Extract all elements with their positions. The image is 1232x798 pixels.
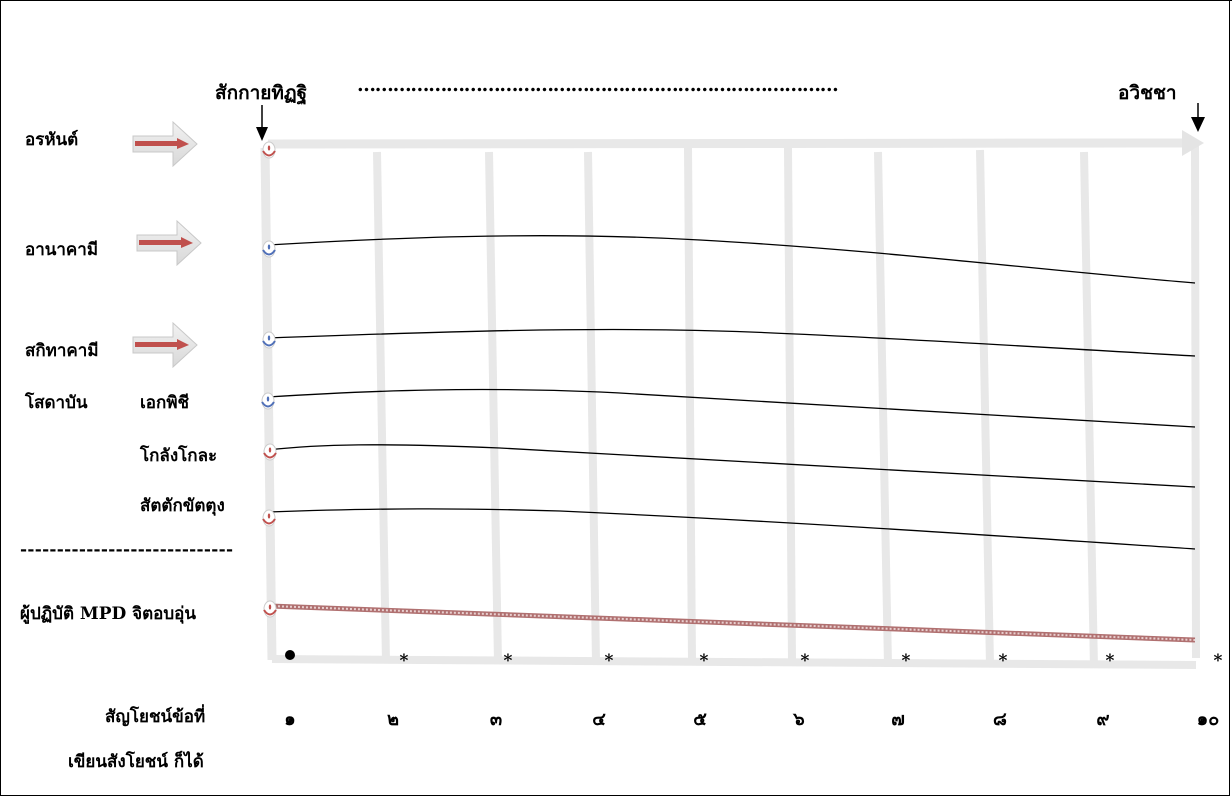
sotapanna-type-ekabiji: เอกพิชี [140, 393, 190, 413]
axis-star-7: * [902, 651, 911, 671]
level-label-sakadagami: สกิทาคามี [25, 341, 99, 361]
sotapanna-type-sattakkhattuparama: สัตตักขัตตุง [140, 496, 225, 516]
level-arrows [132, 120, 202, 369]
axis-ticks: * * * * * * * * * [285, 650, 1223, 671]
separator-line: ----------------------------- [20, 540, 234, 560]
curve-kolankola [267, 444, 1196, 488]
curve-sattakkhattuparama [267, 508, 1196, 550]
level-label-sotapanna: โสดาบัน [25, 393, 88, 413]
level-curves [267, 235, 1196, 643]
marker-ekabiji [261, 392, 275, 410]
axis-star-8: * [999, 651, 1008, 671]
grid-column-10 [1191, 141, 1200, 659]
top-bar-arrow-icon [1182, 130, 1204, 156]
level-arrow-icon-1 [132, 120, 198, 168]
curve-ekabiji [267, 388, 1196, 428]
axis-caption-note: เขียนสังโยชน์ ก็ได้ [68, 752, 204, 772]
start-pointer-icon [256, 127, 268, 141]
axis-star-10: * [1214, 651, 1223, 671]
marker-anagami [262, 240, 276, 258]
axis-star-2: * [400, 651, 409, 671]
axis-star-3: * [504, 651, 513, 671]
curve-anagami [267, 235, 1196, 284]
level-arrow-icon-2 [136, 219, 202, 267]
sotapanna-type-kolankola: โกลังโกละ [140, 446, 218, 466]
marker-practitioner [263, 600, 277, 618]
fetter-number-5: ๕ [693, 709, 707, 730]
level-markers [261, 141, 277, 618]
fetter-number-8: ๘ [993, 709, 1007, 730]
fetter-number-7: ๗ [891, 709, 905, 730]
practitioner-label: ผู้ปฏิบัติ MPD จิตอบอุ่น [20, 604, 197, 624]
grid-column-9 [1080, 151, 1098, 669]
axis-star-9: * [1106, 651, 1115, 671]
fetter-number-9: ๙ [1096, 709, 1110, 730]
axis-bar [271, 655, 1197, 669]
marker-sakadagami [262, 331, 276, 349]
axis-caption: สัญโยชน์ข้อที่ [105, 707, 206, 727]
grid-column-5 [684, 147, 696, 663]
grid-column-8 [976, 149, 994, 666]
grid-lines [260, 130, 1204, 669]
axis-star-5: * [700, 651, 709, 671]
header-dots: ……………………………………………………………………… [357, 74, 839, 96]
pointer-arrows [256, 103, 1205, 141]
fetter-number-6: ๖ [793, 709, 805, 730]
level-arrow-icon-3 [132, 321, 198, 369]
top-border [0, 0, 1232, 1]
practitioner-line [269, 603, 1196, 643]
fetter-number-3: ๓ [489, 709, 503, 730]
grid-column-4 [584, 151, 600, 663]
fetter-number-4: ๔ [592, 709, 606, 730]
fetter-number-10: ๑๐ [1196, 709, 1220, 730]
marker-arahant [262, 141, 276, 159]
end-label: อวิชชา [1118, 82, 1177, 104]
grid-column-6 [784, 147, 796, 663]
marker-kolankola [263, 443, 277, 461]
axis-start-dot [285, 650, 295, 660]
axis-star-4: * [605, 651, 614, 671]
level-label-arahant: อรหันต์ [25, 130, 79, 150]
axis-star-6: * [801, 651, 810, 671]
start-label: สักกายทิฏฐิ [215, 82, 308, 104]
fetter-number-1: ๑ [284, 709, 296, 730]
grid-column-3 [485, 151, 502, 663]
curve-sakadagami [267, 328, 1196, 357]
fetter-number-2: ๒ [387, 709, 399, 730]
marker-sattakkhattuparama [262, 509, 276, 527]
level-label-anagami: อานาคามี [25, 240, 99, 260]
grid-column-2 [373, 151, 390, 663]
top-bar [267, 138, 1189, 149]
end-pointer-icon [1191, 117, 1205, 132]
